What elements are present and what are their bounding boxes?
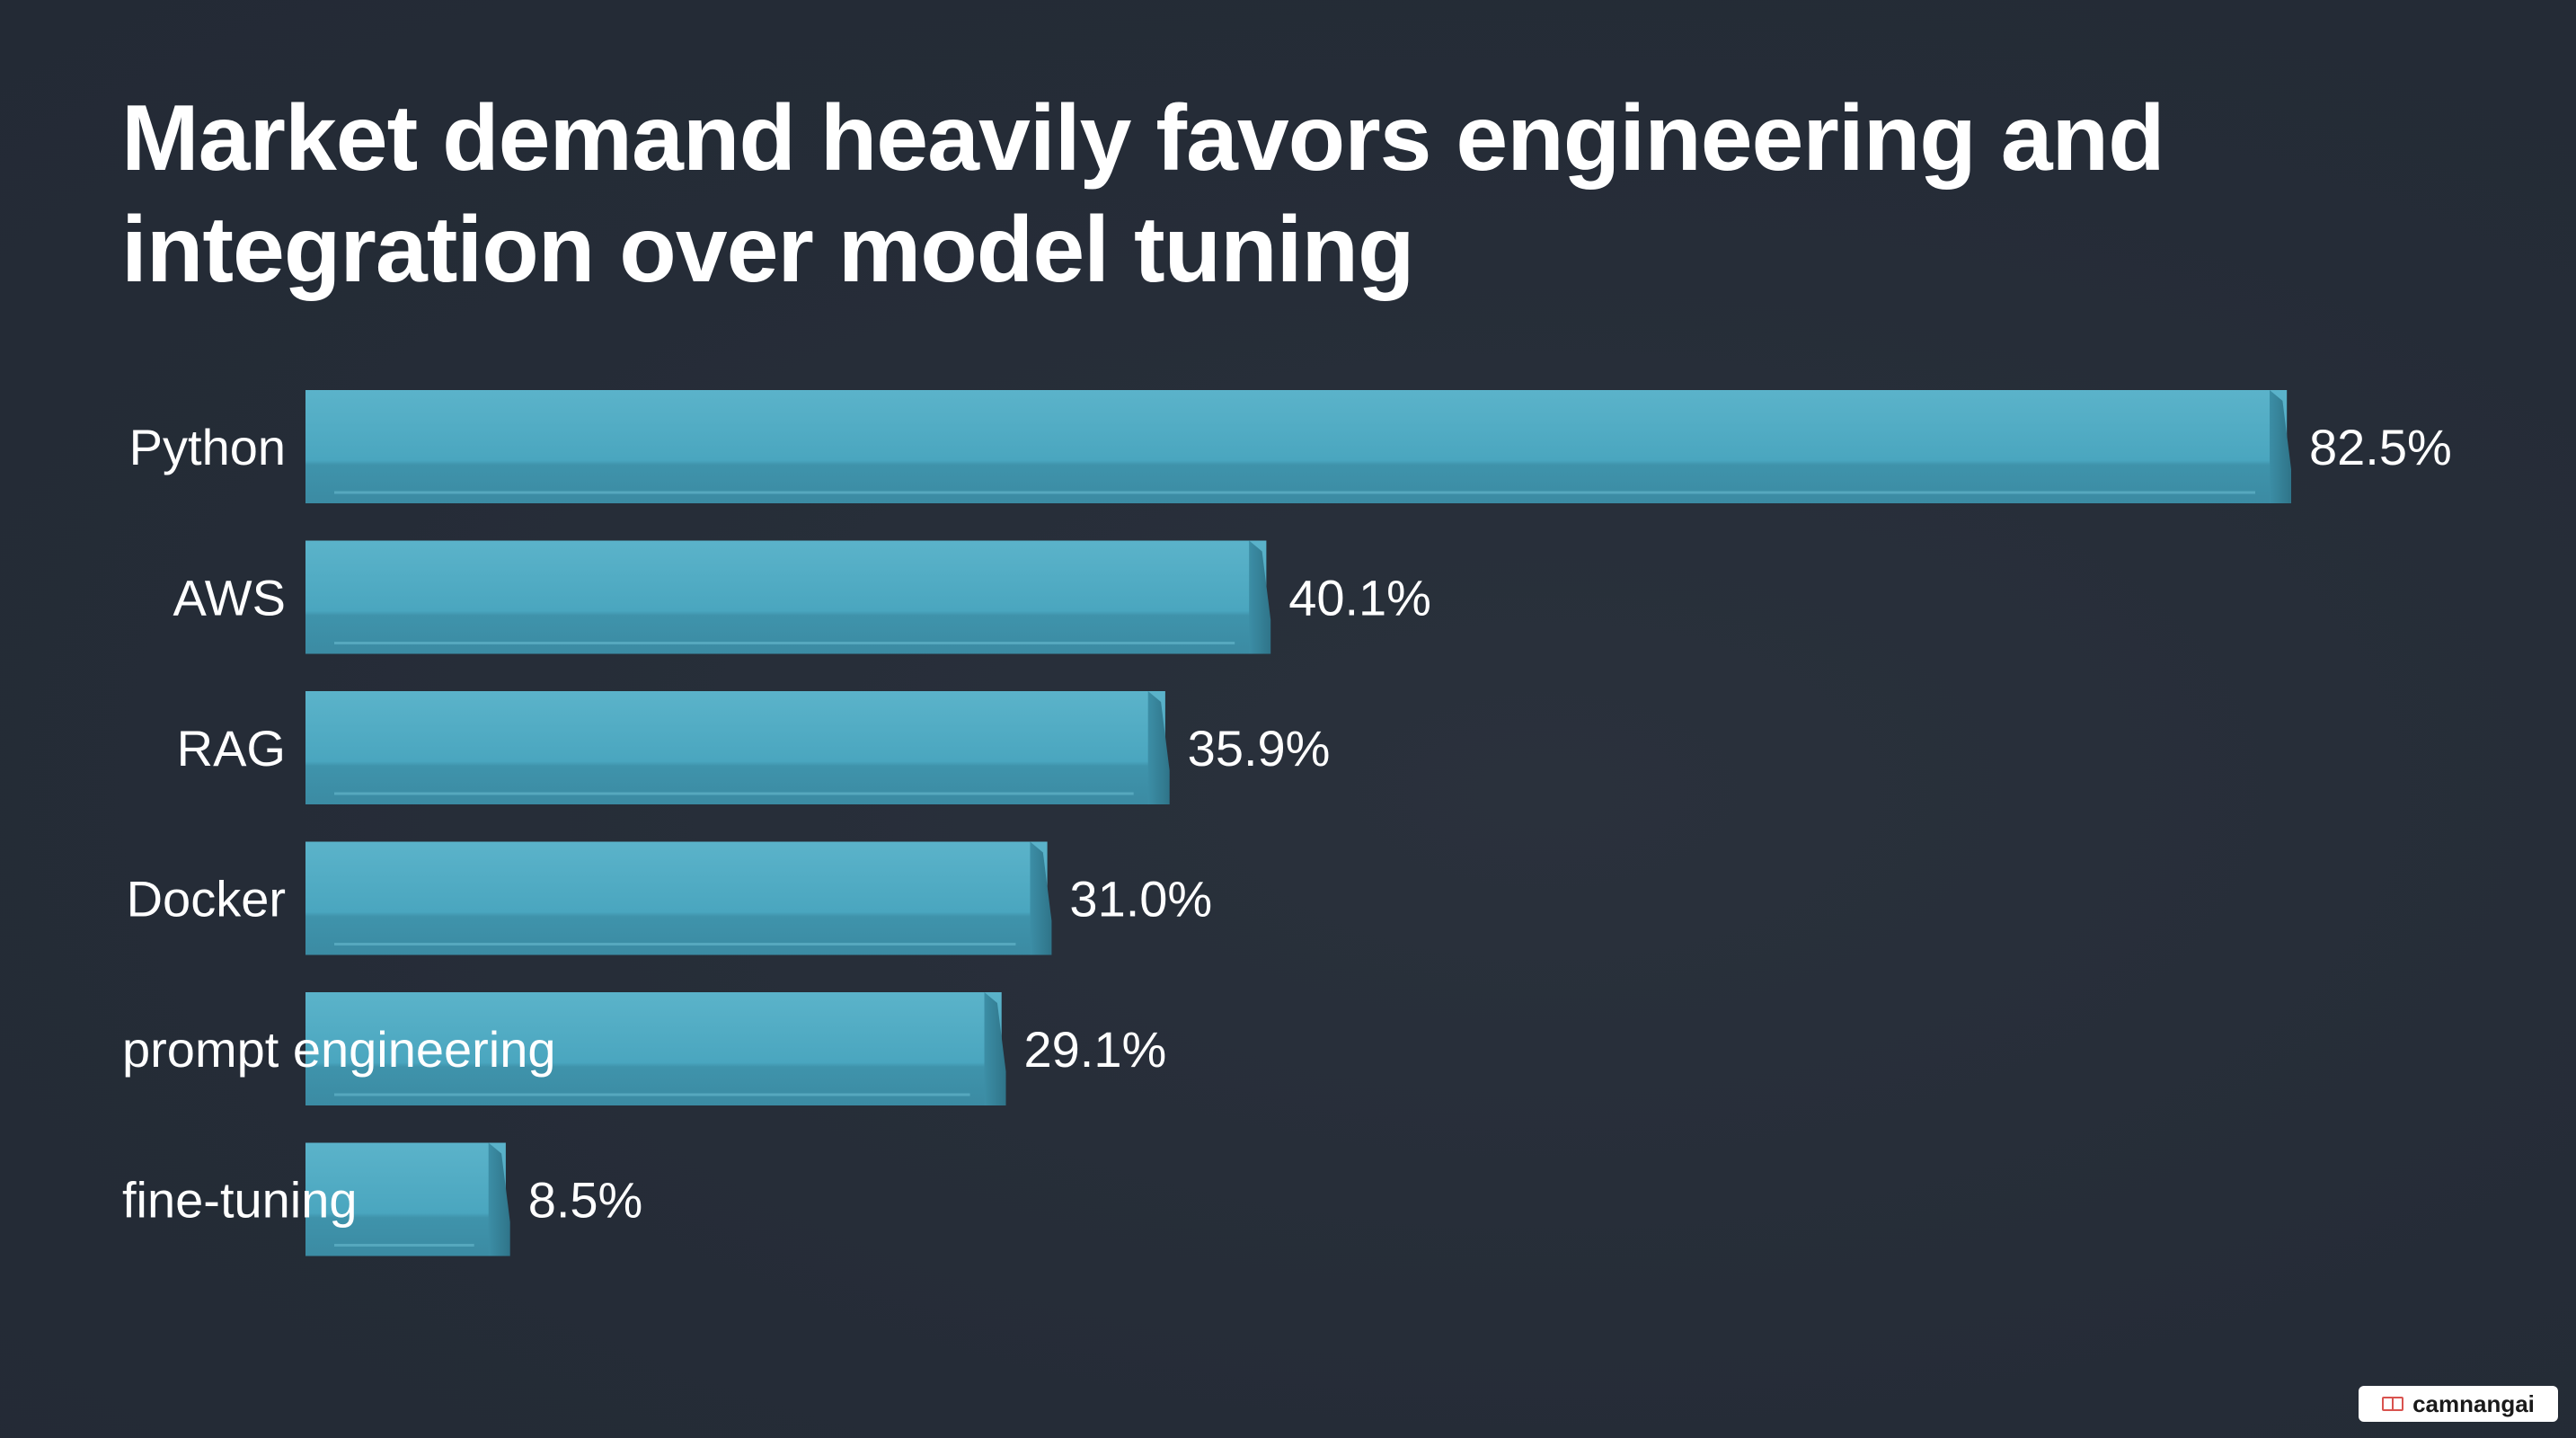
- bar-cap-python: [2270, 390, 2291, 503]
- bar-group-fine-tuning: fine-tuning 8.5%: [122, 1142, 643, 1256]
- bar-group-python: Python 82.5%: [129, 390, 2452, 503]
- category-label-prompt-engineering: prompt engineering: [122, 1021, 556, 1078]
- bar-group-docker: Docker 31.0%: [127, 841, 1212, 955]
- value-label-fine-tuning: 8.5%: [528, 1172, 643, 1229]
- bar-python: [305, 390, 2288, 503]
- category-label-fine-tuning: fine-tuning: [122, 1172, 358, 1229]
- value-label-prompt-engineering: 29.1%: [1024, 1021, 1167, 1078]
- bar-cap-aws: [1249, 540, 1271, 654]
- bar-docker: [305, 841, 1048, 955]
- bars-layer: Python 82.5% AWS 40.1% RAG 35.9% Docker 31.0% pr…: [122, 390, 2452, 1256]
- bar-fine-tuning: [305, 1142, 506, 1256]
- value-label-python: 82.5%: [2309, 419, 2452, 475]
- bar-group-rag: RAG 35.9%: [177, 691, 1331, 804]
- category-label-rag: RAG: [177, 720, 286, 777]
- bar-group-aws: AWS 40.1%: [173, 540, 1431, 654]
- value-label-docker: 31.0%: [1069, 871, 1212, 928]
- chart-title: Market demand heavily favors engineering…: [121, 86, 2165, 302]
- category-label-python: Python: [129, 419, 286, 475]
- bar-rag: [305, 691, 1165, 804]
- bar-aws: [305, 540, 1267, 654]
- bar-cap-fine-tuning: [488, 1142, 510, 1256]
- watermark-text: camnangai: [2412, 1389, 2535, 1417]
- bar-cap-docker: [1030, 841, 1052, 955]
- bar-cap-prompt-engineering: [984, 992, 1006, 1105]
- watermark-badge: camnangai: [2359, 1386, 2558, 1422]
- bar-group-prompt-engineering: prompt engineering 29.1%: [122, 992, 1166, 1105]
- category-label-docker: Docker: [127, 871, 286, 928]
- bar-prompt-engineering: [305, 992, 1002, 1105]
- bar-cap-rag: [1147, 691, 1170, 804]
- value-label-aws: 40.1%: [1288, 570, 1431, 626]
- value-label-rag: 35.9%: [1188, 720, 1331, 777]
- book-icon: [2382, 1397, 2404, 1411]
- category-label-aws: AWS: [173, 570, 286, 626]
